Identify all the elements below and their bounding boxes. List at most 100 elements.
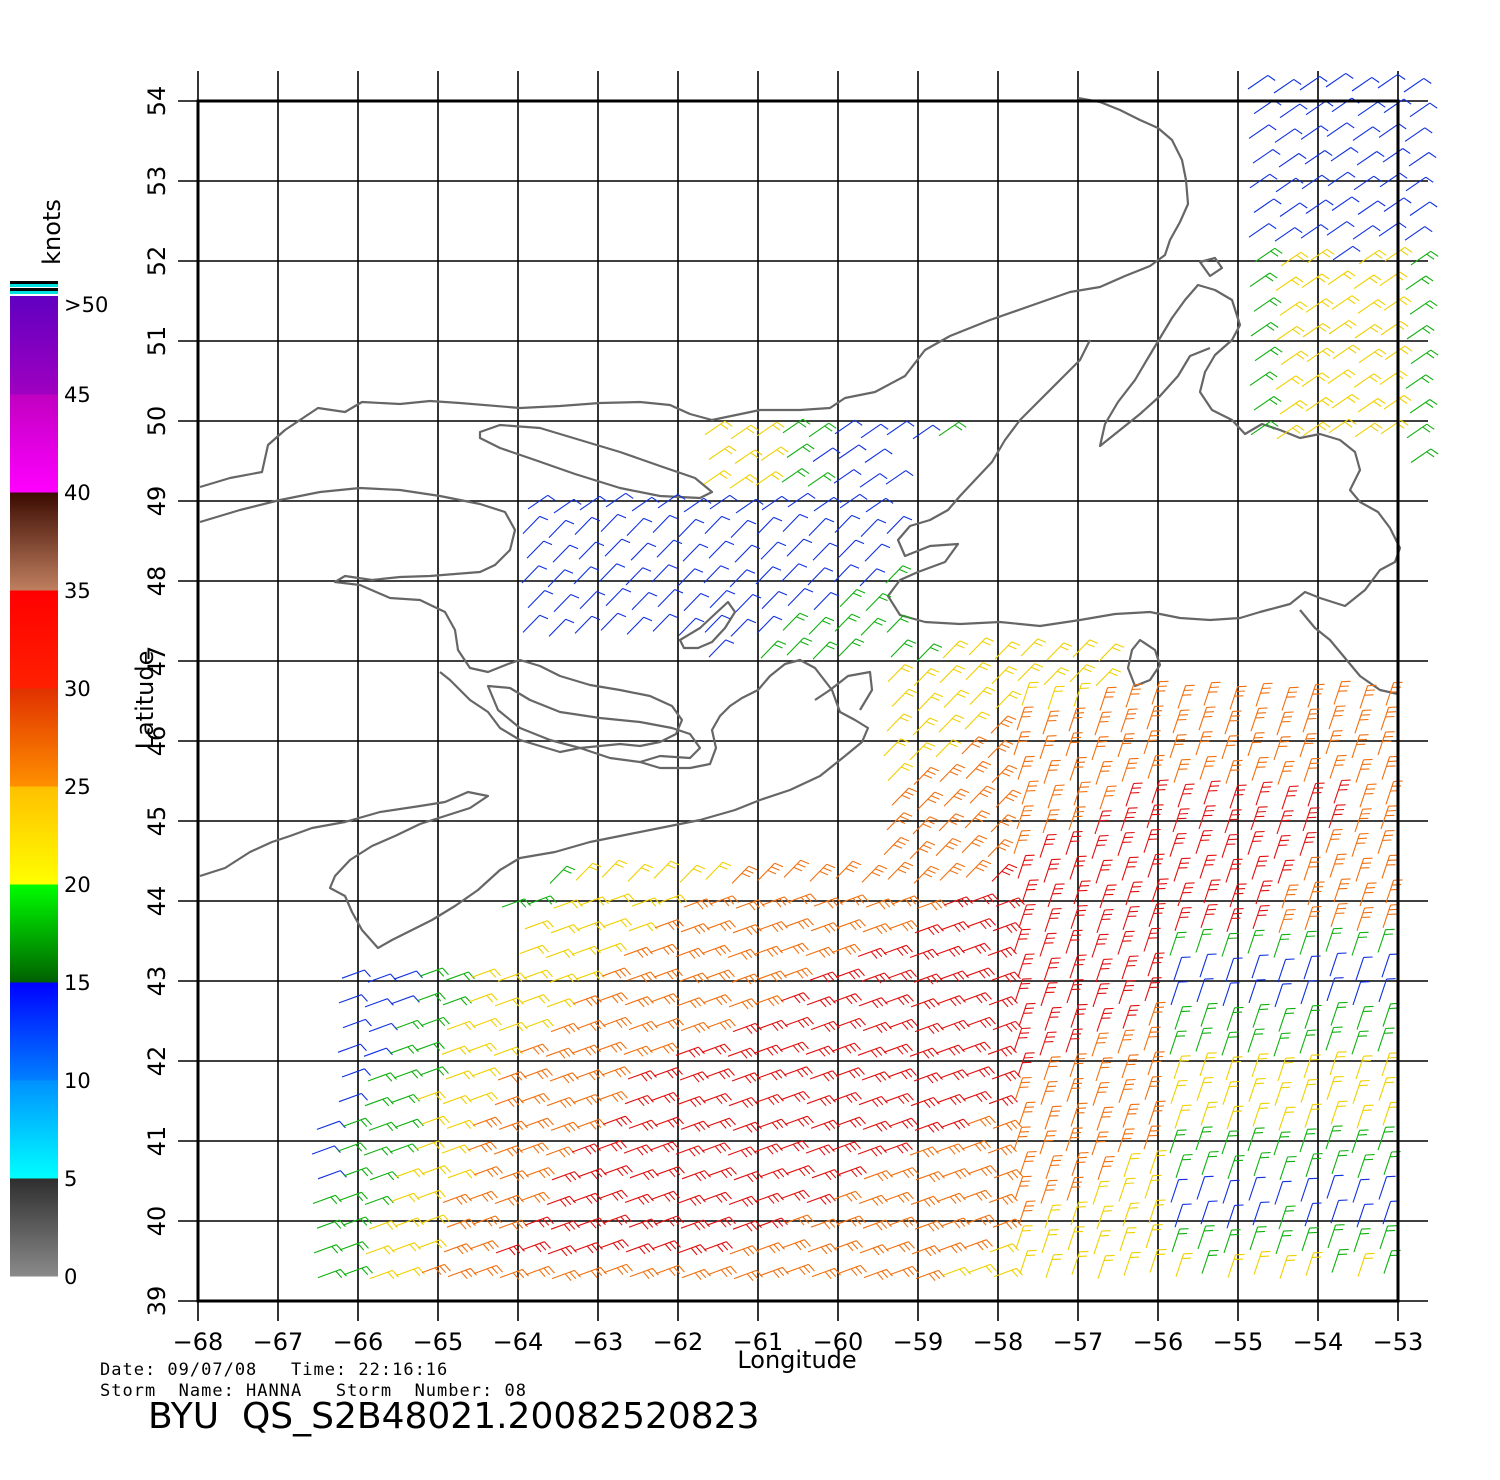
wind-barb (1174, 1203, 1192, 1228)
wind-barb (551, 1171, 581, 1183)
wind-barb (631, 897, 661, 907)
wind-barb (1039, 1031, 1057, 1056)
wind-barb (393, 1069, 423, 1079)
wind-barb (1226, 908, 1244, 932)
wind-barb (628, 1119, 658, 1131)
wind-barb (1377, 928, 1395, 953)
wind-barb (1279, 301, 1308, 316)
wind-barb (545, 948, 575, 959)
wind-barb (943, 689, 970, 708)
wind-barb (1095, 958, 1113, 983)
wind-barb (1328, 418, 1357, 434)
wind-barb (839, 894, 869, 906)
wind-barb (995, 690, 1022, 709)
wind-barb (1306, 248, 1335, 264)
wind-barb (813, 496, 842, 512)
wind-barb (709, 589, 736, 609)
wind-barb (707, 1265, 737, 1277)
wind-barb (545, 1047, 575, 1059)
wind-barb (1226, 1105, 1244, 1130)
wind-barb (808, 616, 835, 635)
wind-barb (706, 1216, 736, 1228)
wind-barb (1066, 979, 1084, 1004)
wind-barb (524, 1216, 554, 1228)
wind-barb (523, 969, 553, 979)
wind-barb (1409, 102, 1438, 118)
wind-barb (1041, 1229, 1059, 1254)
wind-barb (1303, 757, 1321, 782)
wind-barb (1276, 711, 1294, 736)
wind-barb (990, 715, 1017, 734)
wind-barb (364, 998, 394, 1008)
wind-barb (1356, 1203, 1374, 1228)
wind-barb (1096, 909, 1114, 933)
wind-barb (550, 1022, 580, 1034)
wind-barb (939, 763, 966, 782)
wind-barb (861, 864, 888, 883)
wind-barb (1409, 201, 1438, 216)
wind-barb (1326, 221, 1355, 236)
wind-barb (966, 1016, 996, 1028)
wind-barb (1044, 1006, 1062, 1031)
wind-barb (1332, 245, 1361, 261)
wind-barb (806, 1094, 836, 1107)
wind-barb (1174, 1104, 1192, 1129)
wind-barb (575, 1069, 605, 1081)
wind-barb (865, 592, 892, 612)
wind-barb (1229, 883, 1247, 908)
wind-barb (1277, 1057, 1295, 1082)
wind-barb (1146, 804, 1164, 829)
wind-barb (758, 1019, 788, 1031)
wind-barb (467, 1042, 497, 1052)
wind-barb (1070, 905, 1088, 929)
wind-barb (317, 1170, 347, 1180)
wind-barb (1377, 73, 1406, 89)
wind-barb (761, 590, 788, 610)
wind-barb (1073, 682, 1091, 707)
wind-barb (1277, 760, 1295, 785)
wind-barb (1096, 1205, 1114, 1230)
wind-barb (727, 948, 757, 960)
wind-barb (316, 1219, 346, 1229)
wind-barb (443, 1243, 473, 1255)
wind-barb (805, 946, 835, 958)
legend-band (10, 688, 58, 787)
wind-barb (1302, 421, 1331, 437)
wind-barb (1147, 853, 1165, 878)
wind-barb (1013, 829, 1031, 854)
wind-barb (1120, 807, 1138, 832)
wind-barb (987, 838, 1014, 858)
wind-barb (809, 971, 839, 983)
wind-barb (1175, 1252, 1193, 1277)
wind-barb (988, 1193, 1018, 1205)
wind-barb (704, 614, 731, 633)
wind-barb (1273, 933, 1291, 958)
wind-barb (576, 921, 606, 931)
wind-barb (1039, 735, 1057, 760)
x-tick-label: −56 (1133, 1328, 1184, 1356)
wind-barb (395, 1168, 425, 1178)
wind-barb (912, 424, 941, 440)
wind-barb (605, 492, 634, 508)
wind-barb (650, 993, 680, 1005)
wind-barb (1145, 1224, 1163, 1249)
wind-barb (549, 1072, 579, 1084)
wind-barb (1250, 420, 1279, 436)
wind-barb (1151, 878, 1169, 903)
wind-barb (598, 992, 628, 1004)
wind-barb (1352, 981, 1370, 1006)
wind-barb (390, 1093, 420, 1104)
wind-barb (760, 541, 787, 560)
wind-barb (1227, 1155, 1245, 1179)
wind-barb (938, 421, 967, 437)
wind-barb (623, 1045, 653, 1057)
wind-barb (364, 1096, 394, 1107)
wind-barb (988, 1094, 1018, 1107)
wind-barb (1351, 931, 1369, 956)
wind-barb (550, 1121, 580, 1133)
wind-barb (730, 424, 759, 440)
wind-barb (1301, 1227, 1319, 1252)
wind-barb (1091, 933, 1109, 958)
wind-barb (1410, 250, 1439, 266)
wind-barb (784, 1016, 814, 1028)
